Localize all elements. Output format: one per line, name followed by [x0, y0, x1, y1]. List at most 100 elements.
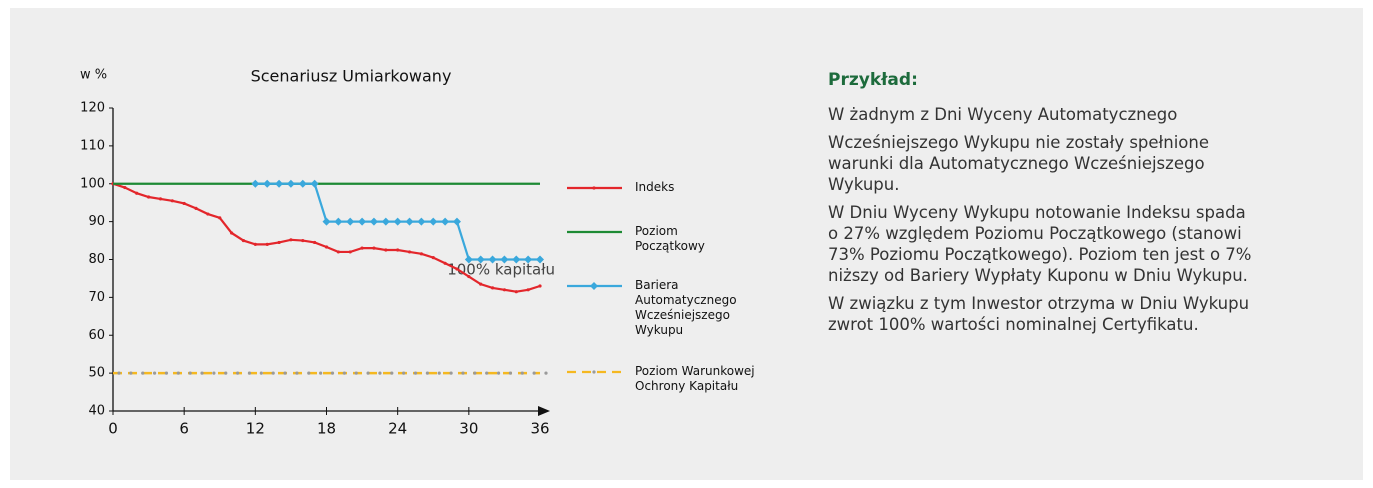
marker: [265, 242, 269, 246]
marker: [330, 371, 335, 375]
marker: [473, 371, 477, 375]
marker: [512, 255, 521, 264]
legend-label: Indeks: [635, 180, 675, 194]
marker: [295, 371, 299, 375]
marker: [212, 371, 216, 375]
legend-label: Poziom Warunkowej Ochrony Kapitału: [635, 364, 755, 393]
panel-heading: Przykład:: [828, 70, 918, 90]
marker: [152, 371, 157, 375]
marker: [230, 231, 234, 235]
marker: [452, 217, 461, 226]
marker: [441, 217, 450, 226]
y-tick-label: 110: [80, 138, 105, 153]
marker: [263, 179, 272, 188]
marker: [413, 371, 418, 375]
marker: [182, 201, 186, 206]
marker: [224, 371, 228, 375]
marker: [158, 197, 163, 201]
marker: [532, 371, 536, 375]
y-tick-label: 70: [88, 290, 105, 305]
marker: [476, 255, 485, 264]
marker: [372, 246, 376, 250]
marker: [464, 255, 473, 264]
x-tick-label: 30: [459, 420, 478, 438]
marker: [342, 371, 346, 375]
marker: [429, 217, 438, 226]
marker: [369, 217, 378, 226]
chart-title: Scenariusz Umiarkowany: [251, 67, 452, 86]
marker: [419, 252, 423, 256]
marker: [188, 371, 192, 375]
marker: [405, 217, 414, 226]
paragraph: W związku z tym Inwestor otrzyma w Dniu …: [828, 294, 1250, 334]
marker: [123, 185, 127, 190]
y-tick-label: 60: [88, 328, 105, 343]
x-tick-label: 6: [179, 420, 189, 438]
paragraph: W żadnym z Dni Wyceny Automatycznego: [828, 105, 1178, 124]
x-axis-arrow: [538, 406, 550, 416]
marker: [384, 248, 388, 252]
paragraph: W Dniu Wyceny Wykupu notowanie Indeksu s…: [828, 203, 1252, 285]
marker: [164, 371, 169, 375]
marker: [307, 371, 311, 375]
marker: [417, 217, 426, 226]
marker: [286, 179, 295, 188]
marker: [526, 288, 530, 292]
marker: [236, 371, 240, 375]
marker: [310, 179, 319, 188]
marker: [176, 371, 180, 375]
marker: [437, 371, 441, 375]
x-tick-label: 24: [388, 420, 407, 438]
marker: [247, 371, 252, 375]
marker: [461, 371, 465, 375]
marker: [271, 371, 275, 375]
marker: [381, 217, 390, 226]
marker: [502, 288, 507, 292]
marker: [467, 274, 471, 279]
marker: [496, 371, 501, 375]
marker: [289, 238, 293, 242]
marker: [354, 371, 358, 375]
marker: [443, 261, 447, 265]
marker: [524, 255, 533, 264]
x-tick-label: 0: [108, 420, 118, 438]
marker: [390, 371, 394, 375]
marker: [135, 191, 139, 195]
y-tick-label: 90: [88, 214, 105, 229]
marker: [346, 217, 355, 226]
marker: [298, 179, 307, 188]
marker: [241, 238, 246, 243]
marker: [253, 242, 257, 246]
marker: [277, 240, 281, 245]
marker: [407, 250, 412, 254]
marker: [200, 371, 204, 375]
marker: [283, 371, 287, 375]
marker: [538, 284, 542, 288]
marker: [455, 267, 459, 271]
chart: Scenariusz Umiarkowany w % 100% kapitału…: [80, 67, 622, 438]
y-tick-label: 50: [88, 366, 105, 381]
marker: [366, 371, 370, 375]
marker: [425, 371, 429, 375]
marker: [117, 371, 121, 375]
marker: [500, 255, 509, 264]
marker: [313, 240, 317, 245]
marker: [319, 371, 323, 375]
marker: [251, 179, 260, 188]
marker: [360, 246, 364, 250]
x-tick-label: 36: [530, 420, 549, 438]
marker: [393, 217, 402, 226]
marker: [508, 371, 513, 375]
marker: [322, 217, 331, 226]
legend-label: Bariera Automatycznego Wcześniejszego Wy…: [635, 278, 737, 337]
marker: [275, 179, 284, 188]
x-tick-label: 12: [246, 420, 265, 438]
marker: [490, 286, 495, 290]
y-axis-label: w %: [80, 68, 107, 83]
legend-label: Poziom Początkowy: [635, 224, 705, 253]
frame: Scenariusz Umiarkowany w % 100% kapitału…: [10, 8, 1363, 480]
marker: [396, 248, 400, 252]
annotation: 100% kapitału: [447, 261, 555, 279]
marker: [488, 255, 497, 264]
marker: [544, 371, 548, 375]
